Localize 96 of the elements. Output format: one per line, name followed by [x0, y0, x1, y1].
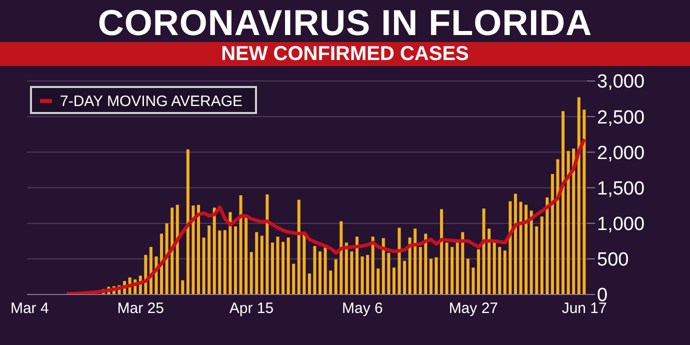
bar: [514, 194, 517, 294]
x-tick-label: Apr 15: [229, 300, 274, 318]
bar: [160, 234, 164, 294]
bar: [266, 194, 269, 294]
bar: [519, 202, 522, 294]
bar: [488, 228, 491, 294]
legend-label: 7-DAY MOVING AVERAGE: [59, 92, 243, 110]
y-tick-label: 500: [597, 250, 629, 271]
bar: [197, 204, 200, 294]
bar: [302, 232, 306, 294]
x-tick-label: May 27: [448, 300, 498, 318]
bar: [546, 197, 549, 294]
bar: [408, 237, 412, 294]
bar: [366, 254, 370, 294]
bar: [344, 242, 348, 294]
bar: [429, 258, 432, 294]
bar: [239, 195, 242, 294]
bar: [403, 260, 406, 294]
bar: [540, 216, 544, 294]
bar: [492, 242, 496, 294]
line-series: [64, 137, 586, 294]
bar: [376, 268, 380, 294]
bar: [250, 252, 253, 294]
bar: [255, 232, 258, 294]
bar: [360, 256, 364, 294]
bar: [461, 232, 464, 294]
bar: [340, 221, 343, 294]
bar: [450, 246, 454, 294]
bar: [535, 226, 538, 294]
bar: [582, 110, 586, 294]
bar: [434, 257, 438, 294]
bar: [244, 216, 248, 294]
bar: [223, 230, 226, 294]
bar: [176, 204, 179, 294]
bar: [456, 242, 459, 294]
bar: [350, 251, 354, 294]
bar: [334, 259, 338, 294]
bar: [577, 97, 580, 294]
bar: [170, 208, 174, 294]
bar: [398, 228, 401, 294]
bar: [318, 251, 322, 294]
y-tick-label: 1,000: [597, 214, 645, 236]
bar: [234, 226, 237, 294]
x-tick-label: May 6: [342, 300, 383, 318]
y-tick-label: 1,500: [597, 178, 645, 200]
bar: [440, 209, 444, 294]
bar: [286, 237, 290, 294]
bar: [382, 238, 385, 294]
bar: [260, 236, 264, 294]
bar: [282, 242, 285, 294]
bar: [572, 148, 576, 294]
bar: [208, 225, 211, 294]
chart-title: CORONAVIRUS IN FLORIDA: [96, 2, 594, 44]
bar: [472, 268, 475, 294]
bar: [466, 258, 470, 294]
bar: [212, 208, 216, 294]
bar: [308, 274, 311, 294]
bar: [165, 223, 168, 294]
bar: [550, 174, 554, 294]
bar: [313, 246, 316, 294]
y-tick-label: 2,000: [597, 142, 645, 164]
x-tick-label: Mar 4: [10, 300, 49, 318]
chart-subtitle: NEW CONFIRMED CASES: [0, 42, 690, 66]
bar: [524, 204, 528, 294]
bar: [414, 228, 417, 294]
bar: [356, 236, 358, 294]
bar: [392, 268, 396, 294]
bar: [508, 201, 512, 294]
bar: [276, 236, 280, 294]
bar: [482, 208, 486, 294]
bar: [498, 246, 502, 294]
bar: [445, 242, 448, 294]
bar: [324, 246, 327, 294]
bar: [418, 246, 422, 294]
bar: [270, 242, 274, 294]
bar: [186, 149, 190, 294]
bar: [387, 252, 390, 294]
bar: [329, 270, 332, 294]
bar: [503, 250, 506, 294]
bar: [292, 264, 296, 294]
y-tick-label: 2,500: [597, 107, 645, 128]
bar: [202, 238, 206, 294]
bar: [562, 111, 565, 294]
bar: [371, 236, 374, 294]
bar: [218, 230, 222, 294]
bar: [228, 212, 232, 294]
bar: [192, 206, 195, 294]
y-tick-label: 3,000: [597, 72, 645, 93]
bar: [424, 234, 428, 294]
bar: [566, 150, 570, 294]
x-tick-label: Mar 25: [117, 300, 164, 318]
bar: [297, 200, 300, 294]
bar: [556, 159, 560, 294]
bar: [477, 249, 480, 294]
bar: [530, 210, 533, 294]
bar: [181, 280, 184, 294]
